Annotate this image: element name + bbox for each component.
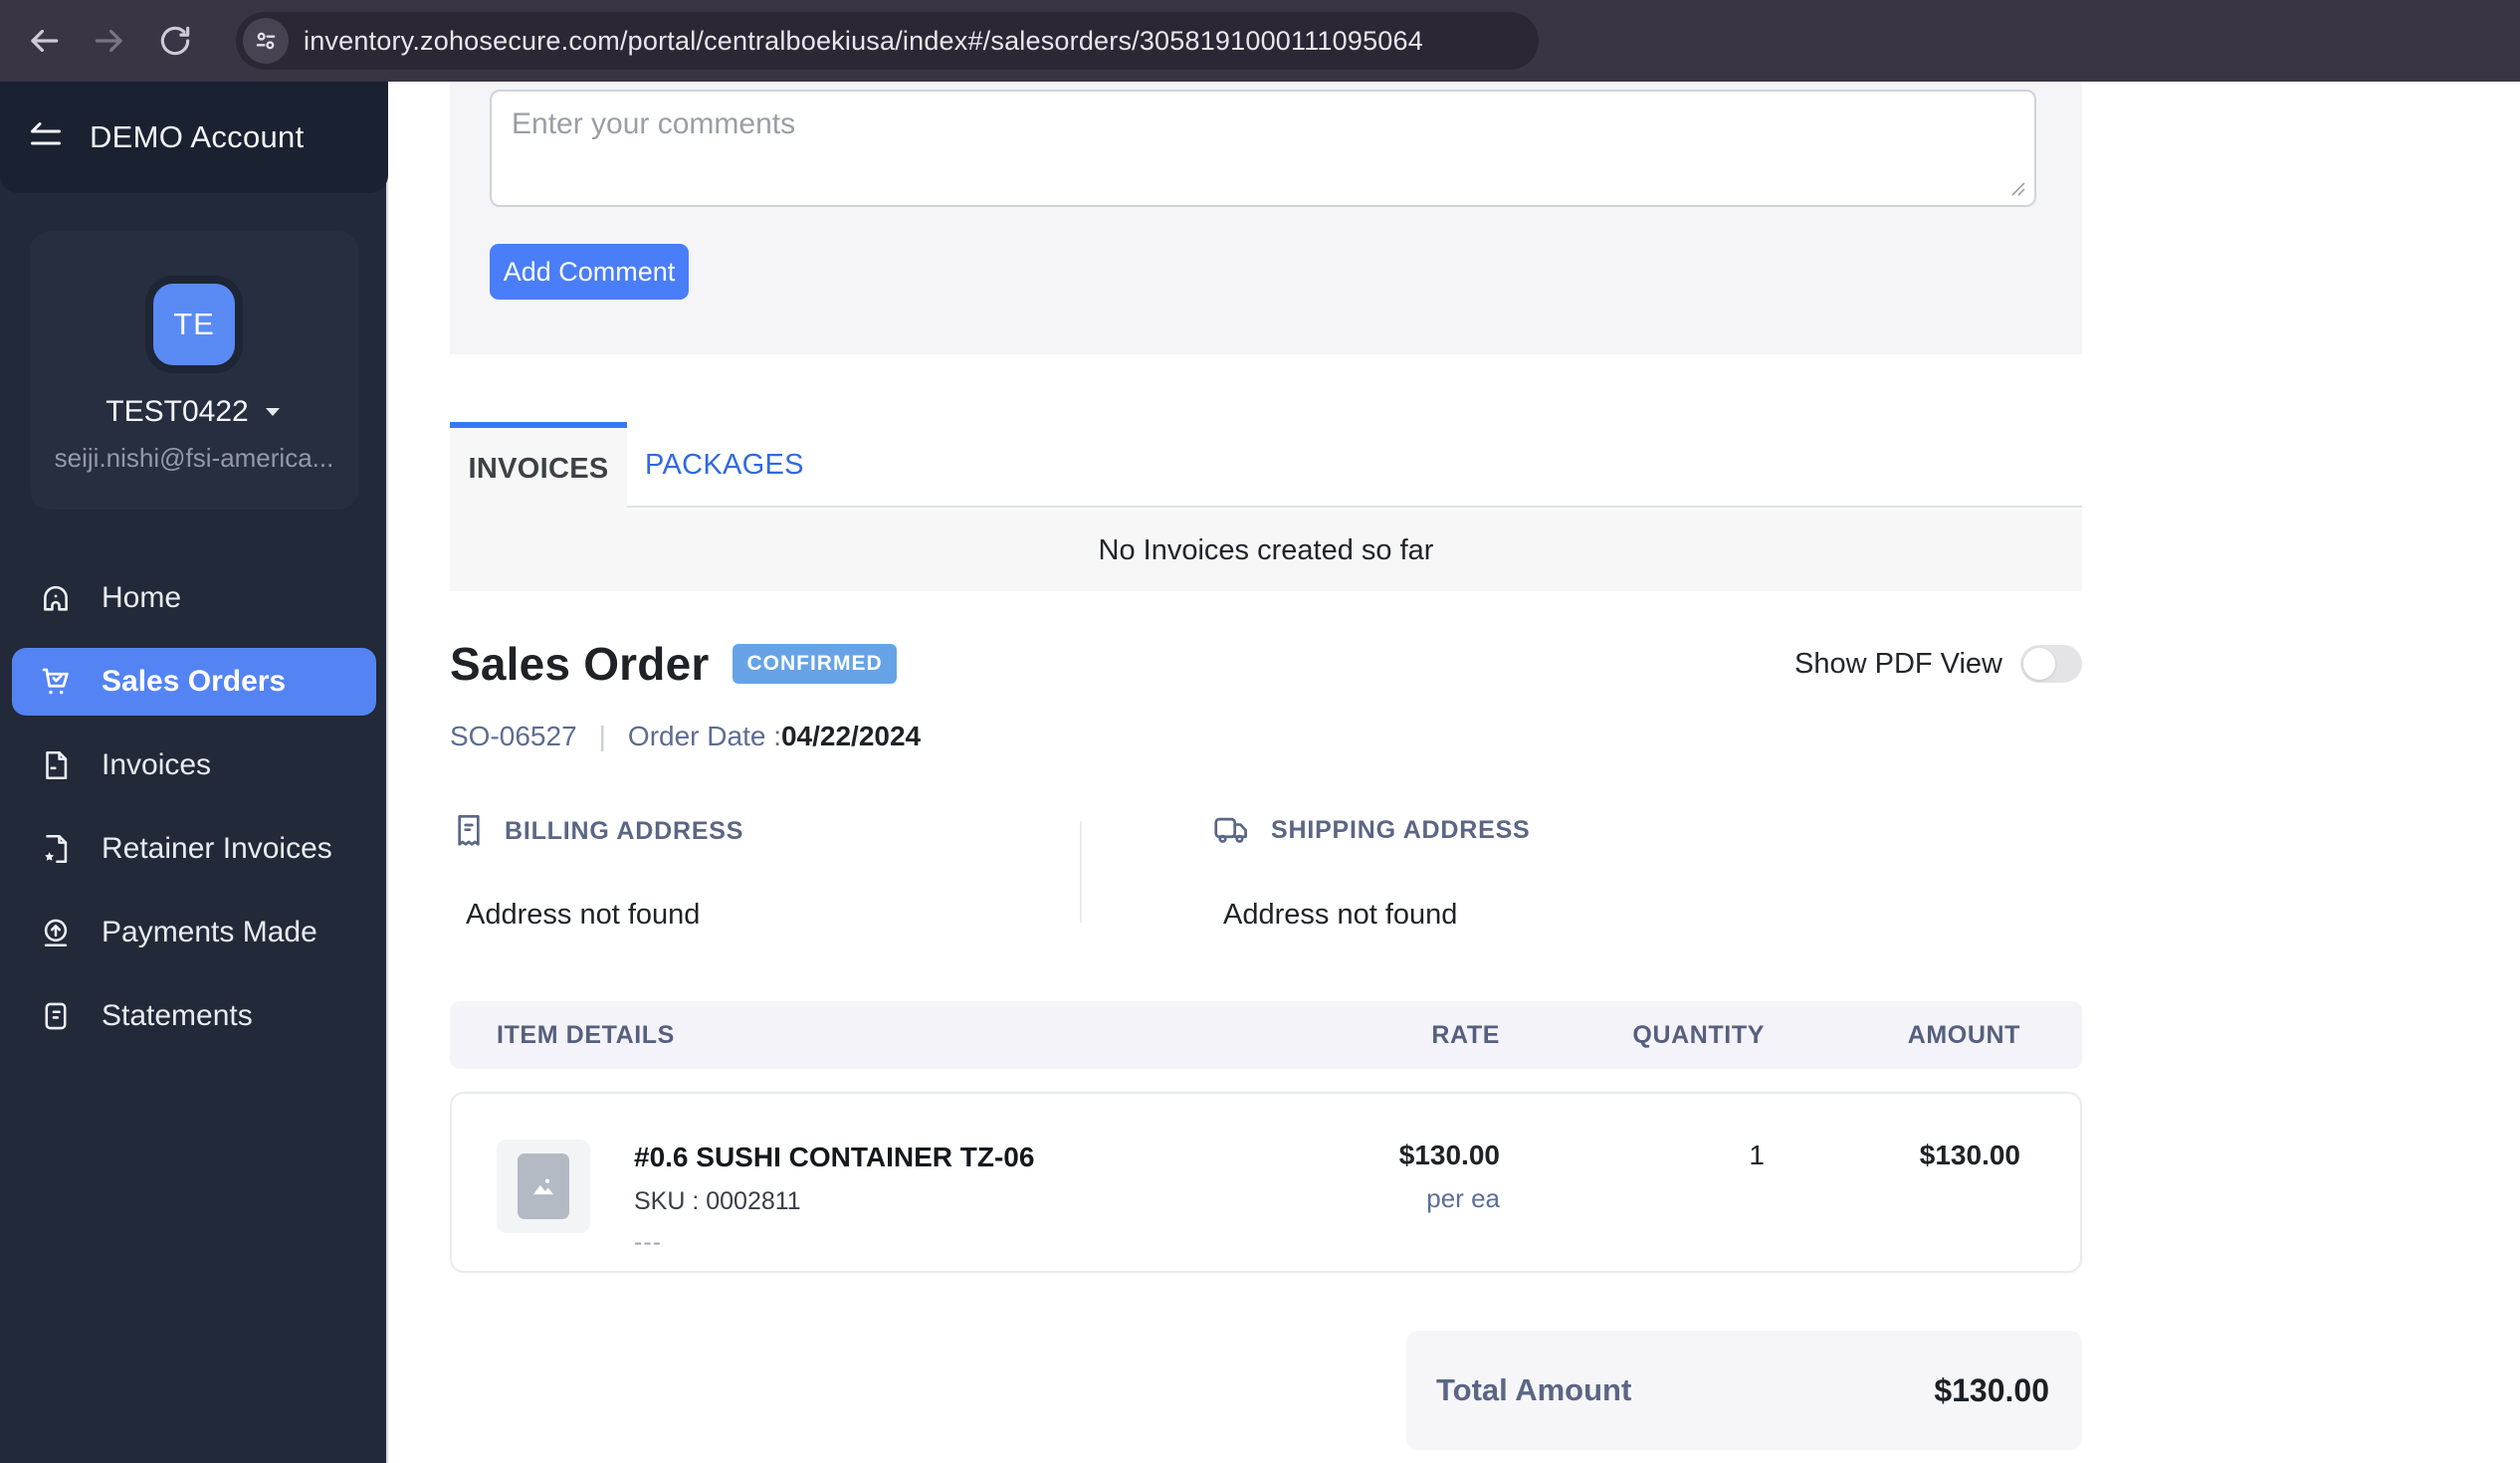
address-divider	[1080, 821, 1082, 923]
sidebar-header: DEMO Account	[0, 82, 388, 193]
billing-address-header: BILLING ADDRESS	[453, 813, 743, 849]
user-name-row[interactable]: TEST0422	[105, 395, 282, 429]
sidebar-item-payments-made[interactable]: Payments Made	[12, 899, 376, 966]
quantity-value: 1	[1749, 1140, 1765, 1170]
rate-unit: per ea	[1426, 1183, 1500, 1213]
chevron-down-icon	[265, 408, 280, 416]
comment-input[interactable]	[490, 90, 2036, 207]
table-row: #0.6 SUSHI CONTAINER TZ-06 SKU : 0002811…	[450, 1092, 2082, 1273]
sidebar-item-retainer-invoices[interactable]: Retainer Invoices	[12, 815, 376, 883]
payment-upload-icon	[38, 915, 74, 950]
comments-section: Add Comment	[450, 82, 2082, 354]
shipping-address-header: SHIPPING ADDRESS	[1213, 813, 1531, 847]
sidebar-item-label: Sales Orders	[102, 665, 287, 698]
forward-arrow-icon	[95, 29, 122, 53]
page-title: Sales Order	[450, 638, 710, 690]
retainer-invoice-icon	[38, 831, 74, 867]
order-header: Sales Order CONFIRMED Show PDF View	[450, 632, 2082, 696]
invoice-file-icon	[38, 747, 74, 783]
item-texts: #0.6 SUSHI CONTAINER TZ-06 SKU : 0002811…	[634, 1140, 1034, 1271]
quantity-cell: 1	[1500, 1140, 1765, 1271]
shipping-address-label: SHIPPING ADDRESS	[1271, 815, 1531, 844]
total-label: Total Amount	[1436, 1372, 1632, 1407]
shipping-address-value: Address not found	[1223, 899, 1458, 931]
sidebar-item-label: Invoices	[102, 748, 212, 781]
sidebar-item-invoices[interactable]: Invoices	[12, 732, 376, 799]
sidebar-item-label: Retainer Invoices	[102, 832, 332, 865]
status-badge: CONFIRMED	[733, 644, 897, 684]
invoices-empty-state: No Invoices created so far	[450, 510, 2082, 591]
tab-packages[interactable]: PACKAGES	[645, 448, 804, 481]
show-pdf-toggle[interactable]	[2020, 645, 2082, 683]
subline-divider: |	[598, 721, 606, 751]
statement-icon	[38, 998, 74, 1034]
browser-forward-button[interactable]	[88, 19, 131, 63]
item-image-placeholder	[497, 1140, 590, 1233]
toggle-knob	[2023, 648, 2055, 680]
items-table-header: ITEM DETAILS RATE QUANTITY AMOUNT	[450, 1001, 2082, 1069]
account-name: DEMO Account	[90, 119, 305, 154]
amount-value: $130.00	[1919, 1140, 2020, 1170]
show-pdf-label: Show PDF View	[1794, 647, 2002, 680]
browser-reload-button[interactable]	[153, 19, 197, 63]
sidebar-item-label: Statements	[102, 999, 253, 1032]
sidebar-item-label: Home	[102, 581, 182, 614]
billing-address-value: Address not found	[466, 899, 701, 931]
sidebar: DEMO Account TE TEST0422 seiji.nishi@fsi…	[0, 82, 388, 1463]
reload-icon	[160, 26, 190, 56]
site-settings-chip[interactable]	[243, 18, 289, 64]
user-email: seiji.nishi@fsi-america...	[54, 443, 334, 473]
rate-cell: $130.00 per ea	[1147, 1140, 1500, 1271]
order-date-label: Order Date :	[627, 721, 781, 751]
image-icon	[533, 1178, 553, 1195]
column-header-item-details: ITEM DETAILS	[497, 1020, 675, 1049]
truck-icon	[1214, 817, 1247, 843]
addresses-section: BILLING ADDRESS Address not found SHIPPI…	[450, 813, 2082, 1012]
total-value: $130.00	[1934, 1371, 2049, 1408]
sidebar-item-sales-orders[interactable]: Sales Orders	[12, 648, 376, 716]
related-tabs: INVOICES PACKAGES	[450, 422, 2082, 510]
sidebar-item-statements[interactable]: Statements	[12, 982, 376, 1050]
user-card: TE TEST0422 seiji.nishi@fsi-america...	[30, 231, 358, 510]
receipt-icon	[458, 814, 480, 846]
avatar: TE	[153, 284, 235, 365]
pdf-toggle-group: Show PDF View	[1794, 645, 2082, 683]
add-comment-button[interactable]: Add Comment	[490, 244, 689, 300]
tune-icon	[256, 32, 276, 50]
tab-invoices[interactable]: INVOICES	[450, 422, 627, 510]
column-header-rate: RATE	[1431, 1020, 1500, 1049]
rate-value: $130.00	[1398, 1140, 1500, 1170]
item-sku: SKU : 0002811	[634, 1187, 801, 1215]
order-date-value: 04/22/2024	[780, 721, 922, 751]
item-note: ---	[634, 1228, 662, 1256]
home-icon	[38, 580, 74, 616]
main-content: Add Comment INVOICES PACKAGES No Invoice…	[450, 82, 2082, 1463]
column-header-amount: AMOUNT	[1907, 1020, 2020, 1049]
sidebar-item-home[interactable]: Home	[12, 564, 376, 632]
amount-cell: $130.00	[1765, 1140, 2020, 1271]
address-bar[interactable]: inventory.zohosecure.com/portal/centralb…	[236, 12, 1539, 70]
user-name: TEST0422	[105, 395, 249, 428]
browser-toolbar: inventory.zohosecure.com/portal/centralb…	[0, 0, 2520, 82]
browser-back-button[interactable]	[22, 19, 66, 63]
sidebar-item-label: Payments Made	[102, 916, 317, 948]
image-icon-frame	[518, 1153, 569, 1219]
cart-icon	[38, 664, 74, 700]
column-header-quantity: QUANTITY	[1632, 1020, 1765, 1049]
sidebar-nav: Home Sales Orders Invoices Retainer Invo…	[0, 564, 388, 1066]
order-subline: SO-06527 | Order Date : 04/22/2024	[450, 721, 921, 752]
url-text: inventory.zohosecure.com/portal/centralb…	[304, 25, 1423, 56]
collapse-sidebar-icon[interactable]	[28, 122, 64, 152]
back-arrow-icon	[31, 29, 59, 53]
total-panel: Total Amount $130.00	[1406, 1331, 2082, 1450]
order-number: SO-06527	[450, 721, 577, 751]
billing-address-label: BILLING ADDRESS	[505, 816, 744, 845]
item-name: #0.6 SUSHI CONTAINER TZ-06	[634, 1142, 1035, 1172]
item-details-cell: #0.6 SUSHI CONTAINER TZ-06 SKU : 0002811…	[497, 1140, 1147, 1271]
